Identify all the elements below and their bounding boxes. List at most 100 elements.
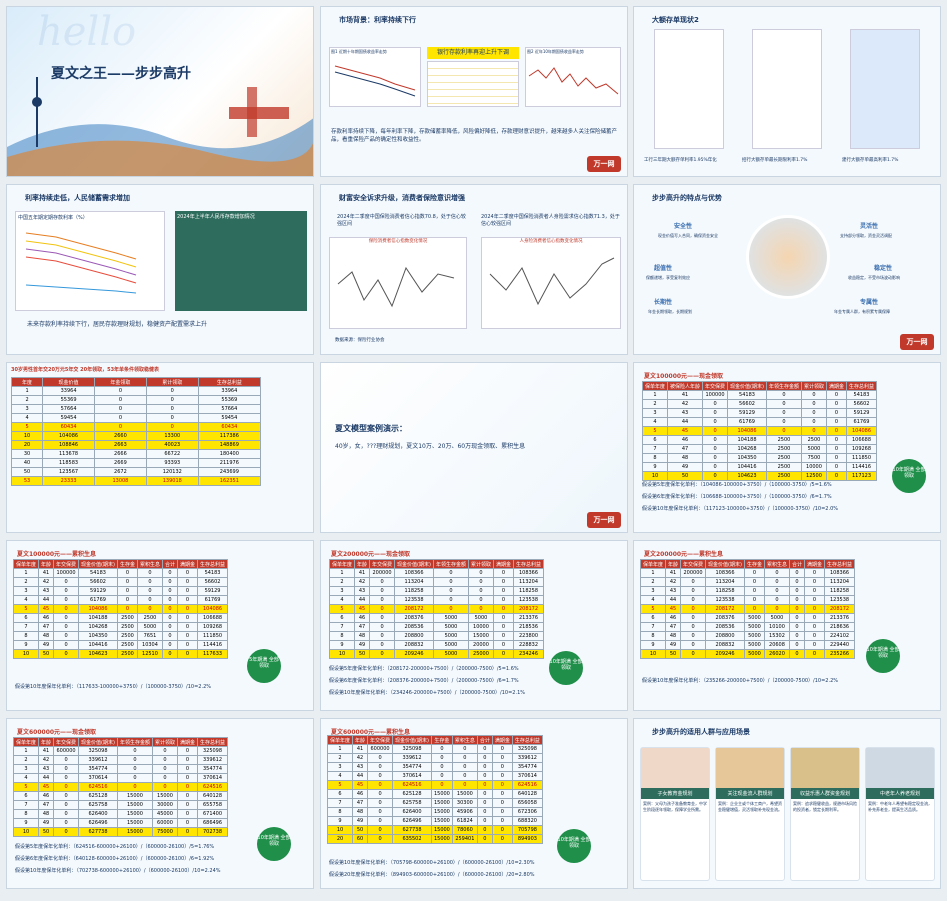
rate-table [427, 61, 519, 107]
table-cell: 42 [352, 753, 369, 763]
table-cell: 61769 [727, 417, 767, 427]
audience-card-3[interactable]: 収益乐惠人群资金规划 案例：追求稳健收益，规避市场风险的投资者，锁定长期利率。 [790, 747, 860, 881]
table-cell: 0 [476, 744, 493, 754]
table-cell: 0 [476, 762, 493, 772]
column-header: 年交保费 [53, 737, 80, 747]
table-cell: 0 [53, 640, 80, 650]
table-cell: 1 [12, 746, 40, 756]
table-row: 3 43 0 354774 0 0 0 0 354774 [326, 762, 543, 772]
chart-title: 图1 近期十年期国债收益率走势 [331, 49, 387, 54]
table-cell: 0 [702, 426, 729, 436]
slide-tbl-200-accum[interactable]: 夏文200000元——累积生息 保单年度 年龄 年交保费 现金价值(期末) 生存金 累积生… [633, 540, 941, 711]
slide-15-audience[interactable]: 步步高升的适用人群与应用场景 子女教育金规划 案例：父母为孩子准备教育金，中学生… [633, 718, 941, 889]
slide-tbl-600-accum[interactable]: 夏文600000元——累积生息 保单年度 年龄 年交保费 现金价值(期末) 生存金 累积生… [320, 718, 628, 889]
table-cell: 10304 [136, 640, 163, 650]
table-cell: 0 [176, 577, 199, 587]
table-row: 7 47 0 625758 15000 30300 0 0 656058 [326, 798, 543, 808]
table-cell: 0 [53, 791, 80, 801]
table-cell: 49 [38, 818, 55, 828]
table-cell: 0 [161, 622, 179, 632]
brand-logo: 万一网 [587, 156, 621, 172]
table-cell: 0 [476, 807, 493, 817]
table-cell: 0 [145, 386, 199, 396]
table-cell: 0 [53, 631, 80, 641]
table-row: 2 55369 0 0 55369 [10, 395, 262, 405]
column-header: 生存金 [743, 559, 765, 569]
table-row: 4 59454 0 0 59454 [10, 413, 262, 423]
slide-5-confidence[interactable]: 财富安全诉求升级，消费者保险意识增强 2024年二季度中国保险消费者信心指数70… [320, 184, 628, 355]
card-title: 中老年人养老规划 [866, 788, 934, 799]
table-cell: 104086 [845, 426, 878, 436]
table-cell: 0 [492, 649, 515, 659]
card-title: 収益乐惠人群资金规划 [791, 788, 859, 799]
table-cell: 42 [354, 577, 371, 587]
table-cell: 0 [803, 631, 826, 641]
table-cell: 26020 [763, 649, 790, 659]
slide-3-deposit[interactable]: 大额存单现状2 工行三年期大额存单利率1.95%年化 招行大额存单最长期限利率1… [633, 6, 941, 177]
feature-value: 超值性 [654, 265, 673, 272]
column-header: 保单年度 [641, 381, 669, 391]
table-cell: 43 [665, 586, 682, 596]
table-cell: 0 [765, 426, 802, 436]
slide-1-cover[interactable]: hello 夏文之王——步步高升 [6, 6, 314, 177]
slide-7-long-table[interactable]: 30岁男性首年交20万元5年交 20年领取，53年单条件领取稳健表 年度 现金价值… [6, 362, 314, 533]
table-cell: 0 [116, 577, 138, 587]
table-cell: 2500 [765, 453, 802, 463]
table-cell: 54183 [727, 390, 767, 400]
audience-card-4[interactable]: 中老年人养老规划 案例：中老年人希望有稳定现金流，补充养老金，提高生活品质。 [865, 747, 935, 881]
column-header: 现金价值(期末) [705, 559, 745, 569]
table-cell: 0 [93, 413, 147, 423]
column-header: 满期金 [176, 737, 199, 747]
table-cell: 1 [641, 390, 669, 400]
table-cell: 208172 [512, 604, 545, 614]
table-row: 3 43 0 59129 0 0 0 0 59129 [12, 586, 229, 596]
table-cell: 0 [763, 568, 790, 578]
table-cell: 0 [369, 613, 396, 623]
rate-chart-right: 图2 近年10年期国债收益率走势 [525, 47, 621, 107]
column-header: 年领生存金额 [116, 737, 153, 747]
table-cell: 0 [680, 622, 707, 632]
table-cell: 208536 [394, 622, 434, 632]
slide-2-market[interactable]: 市场背景：利率持续下行 图1 近期十年期国债收益率走势 银行存款利率再迎上升下调… [320, 6, 628, 177]
column-header: 满期金 [803, 559, 826, 569]
table-cell: 0 [430, 780, 453, 790]
table-cell: 0 [451, 780, 478, 790]
slide-4-rates[interactable]: 利率持续走低，人民储蓄需求增加 中国五年期定期存款利率（%） 2024年上半年人… [6, 184, 314, 355]
table-cell: 0 [788, 586, 806, 596]
slide-tbl-100-cash[interactable]: 夏文100000元——现金领取 保单年度 被保险人年龄 年交保费 现金价值(期末) 年领… [633, 362, 941, 533]
source-text: 数据来源：保险行业协会 [335, 338, 385, 343]
column-header: 累计领取 [800, 381, 827, 391]
table-cell: 109268 [197, 622, 229, 632]
slide-tbl-200-cash[interactable]: 夏文200000元——现金领取 保单年度 年龄 年交保费 现金价值(期末) 年领生存金额… [320, 540, 628, 711]
phone-screenshot-2 [752, 29, 822, 149]
slide-6-features[interactable]: 步步高升的特点与优势 安全性 灵活性 稳定性 长期性 专属性 超值性 现金价值写… [633, 184, 941, 355]
table-cell: 5000 [763, 613, 790, 623]
table-title: 夏文200000元——现金领取 [331, 551, 411, 558]
table-cell: 44 [665, 595, 682, 605]
table-cell: 208376 [705, 613, 745, 623]
table-cell: 106688 [845, 435, 878, 445]
table-cell: 45 [38, 782, 55, 792]
audience-card-2[interactable]: 关注现金流人群规划 案例：企业主或个体工商户，希望资金稳健增值，灵活领取补充现金… [715, 747, 785, 881]
table-cell: 2672 [93, 467, 147, 477]
table-cell: 54183 [845, 390, 878, 400]
audience-card-1[interactable]: 子女教育金规划 案例：父母为孩子准备教育金，中学生阶段逐年领取，保障学业所需。 [640, 747, 710, 881]
slide-tbl-100-accum[interactable]: 夏文100000元——累积生息 保单年度 年龄 年交保费 现金价值(期末) 生存金 累积生… [6, 540, 314, 711]
table-cell: 0 [763, 604, 790, 614]
table-cell: 0 [176, 800, 199, 810]
table-cell: 47 [352, 798, 369, 808]
table-cell: 44 [38, 773, 55, 783]
table-row: 9 49 0 104416 2500 10304 0 0 114416 [12, 640, 229, 650]
table-cell: 0 [743, 604, 765, 614]
slide-title: 利率持续走低，人民储蓄需求增加 [25, 194, 130, 202]
slide-8-model[interactable]: 夏文模型案例演示： 40岁，女，???理财规划，夏文10万、20万、60万现金领… [320, 362, 628, 533]
table-row: 8 48 0 208800 5000 15000 0 223800 [328, 631, 545, 641]
table-cell: 0 [476, 780, 493, 790]
table-cell: 113204 [512, 577, 545, 587]
table-cell: 0 [467, 595, 494, 605]
table-cell: 60434 [197, 422, 262, 432]
slide-tbl-600-cash[interactable]: 夏文600000元——现金领取 保单年度 年龄 年交保费 现金价值(期末) 年领生存金额… [6, 718, 314, 889]
slide-title: 大额存单现状2 [652, 16, 699, 24]
table-cell: 108846 [42, 440, 95, 450]
note-3: 假设第10年度保年化单利：（117123-100000+3750）/（10000… [642, 506, 838, 512]
